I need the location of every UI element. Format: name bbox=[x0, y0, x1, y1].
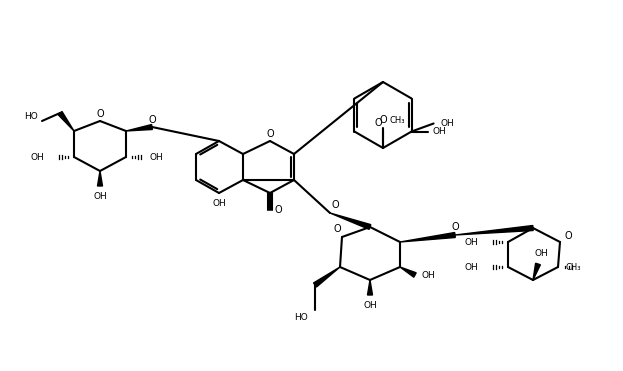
Text: OH: OH bbox=[464, 263, 478, 272]
Polygon shape bbox=[330, 213, 371, 229]
Polygon shape bbox=[126, 125, 153, 131]
Text: O: O bbox=[148, 115, 156, 125]
Text: O: O bbox=[374, 118, 382, 128]
Text: OH: OH bbox=[440, 119, 454, 128]
Text: HO: HO bbox=[24, 112, 38, 121]
Polygon shape bbox=[400, 233, 455, 242]
Polygon shape bbox=[98, 171, 103, 186]
Text: OH: OH bbox=[534, 250, 548, 259]
Text: CH₃: CH₃ bbox=[565, 263, 581, 272]
Polygon shape bbox=[533, 263, 540, 280]
Polygon shape bbox=[455, 226, 533, 235]
Text: OH: OH bbox=[31, 152, 44, 161]
Text: OH: OH bbox=[433, 127, 447, 136]
Text: O: O bbox=[379, 115, 387, 125]
Text: OH: OH bbox=[93, 191, 107, 200]
Text: OH: OH bbox=[212, 198, 226, 207]
Text: HO: HO bbox=[294, 313, 308, 322]
Text: CH₃: CH₃ bbox=[389, 115, 405, 125]
Text: O: O bbox=[451, 222, 459, 232]
Text: OH: OH bbox=[464, 237, 478, 246]
Polygon shape bbox=[58, 111, 74, 131]
Text: O: O bbox=[333, 224, 341, 234]
Text: O: O bbox=[266, 129, 274, 139]
Text: O: O bbox=[96, 109, 104, 119]
Text: OH: OH bbox=[421, 270, 435, 279]
Polygon shape bbox=[313, 267, 340, 287]
Polygon shape bbox=[368, 280, 373, 295]
Text: OH: OH bbox=[363, 301, 377, 309]
Polygon shape bbox=[400, 267, 416, 277]
Text: OH: OH bbox=[149, 152, 163, 161]
Text: O: O bbox=[274, 205, 282, 215]
Text: O: O bbox=[564, 231, 572, 241]
Text: O: O bbox=[331, 200, 339, 210]
